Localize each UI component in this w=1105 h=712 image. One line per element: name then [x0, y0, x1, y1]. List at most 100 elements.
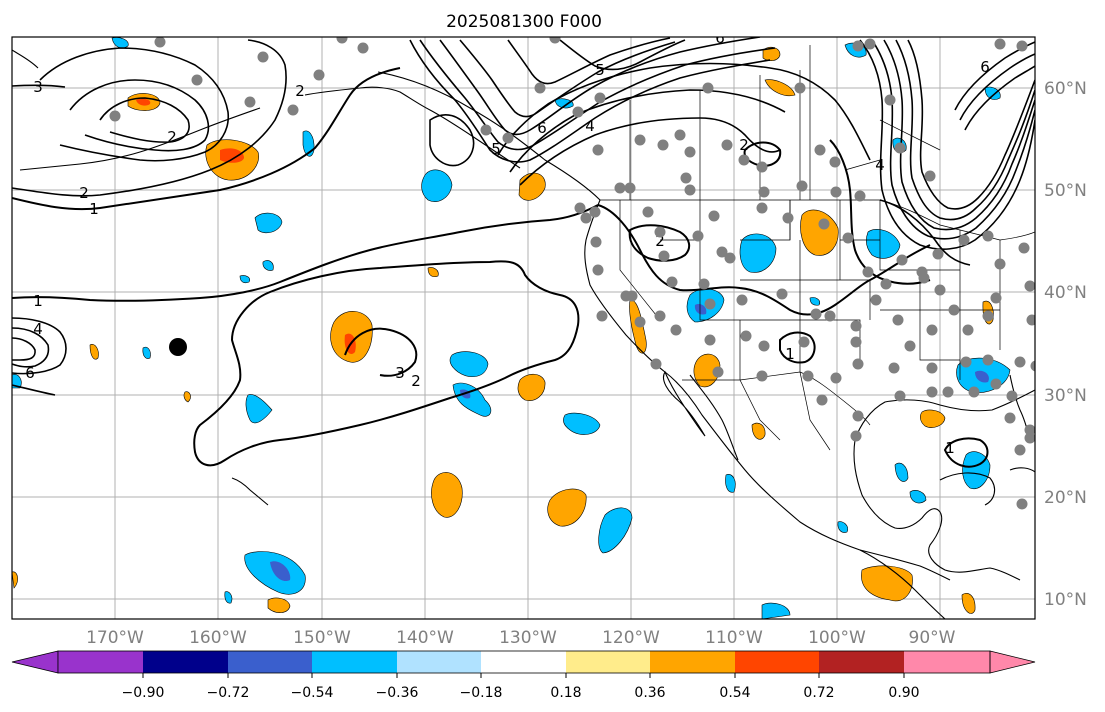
- station-dot: [357, 42, 369, 54]
- negative-anomaly-region: [909, 490, 927, 504]
- station-dot: [830, 372, 842, 384]
- negative-anomaly-region: [837, 521, 848, 533]
- station-dot: [534, 82, 546, 94]
- hawaii: [231, 477, 269, 506]
- contour-label: 4: [33, 320, 43, 338]
- contour-line: [429, 114, 475, 167]
- station-dot: [666, 276, 678, 288]
- station-dot: [1006, 390, 1018, 402]
- station-dot: [1030, 360, 1035, 372]
- station-dot: [924, 170, 936, 182]
- station-dot: [480, 124, 492, 136]
- station-dot: [958, 234, 970, 246]
- lon-label: 160°W: [189, 628, 247, 648]
- colorbar-tick-label: −0.36: [376, 685, 419, 701]
- station-dot: [549, 37, 561, 44]
- lat-label: 10°N: [1044, 590, 1087, 610]
- station-dot: [680, 172, 692, 184]
- station-dot: [624, 182, 636, 194]
- contour-label: 1: [945, 439, 955, 457]
- contour-label: 5: [491, 140, 501, 158]
- station-dot: [904, 340, 916, 352]
- negative-anomaly-region: [421, 169, 453, 202]
- contour-label: 1: [33, 292, 43, 310]
- station-dot: [894, 142, 906, 154]
- lon-label: 150°W: [293, 628, 351, 648]
- negative-anomaly-region: [142, 346, 151, 359]
- lon-label: 90°W: [909, 628, 956, 648]
- kamchatka-coast: [12, 49, 39, 69]
- contour-line: [39, 47, 230, 162]
- station-dot: [1024, 280, 1035, 292]
- contour-label: 5: [595, 61, 605, 79]
- station-dot: [968, 386, 980, 398]
- gulf-of-california: [689, 374, 739, 461]
- station-dot: [982, 354, 994, 366]
- station-dot: [926, 386, 938, 398]
- negative-anomaly-core: [975, 370, 989, 383]
- mexico-states: [739, 371, 831, 451]
- negative-anomaly-region: [563, 412, 601, 435]
- station-dot: [850, 430, 862, 442]
- contour-line: [69, 79, 210, 152]
- contour-line: [12, 67, 401, 211]
- contour-line: [964, 65, 1035, 131]
- station-dot: [704, 298, 716, 310]
- contour-line: [859, 39, 1035, 250]
- contour-line: [895, 39, 1035, 221]
- positive-anomaly-region: [762, 46, 781, 61]
- negative-anomaly-region: [894, 462, 909, 482]
- contour-lines: [12, 37, 1035, 468]
- station-dot: [896, 254, 908, 266]
- contour-line: [409, 39, 771, 163]
- station-dot: [634, 316, 646, 328]
- station-dot: [724, 252, 736, 264]
- contour-label: 4: [875, 156, 885, 174]
- station-dot: [336, 37, 348, 44]
- lon-label: 140°W: [396, 628, 454, 648]
- positive-anomaly-region: [267, 597, 291, 613]
- colorbar-tick-label: 0.54: [719, 685, 750, 701]
- negative-anomaly-region: [809, 297, 820, 306]
- map-title: 2025081300 F000: [446, 12, 602, 32]
- station-dot: [758, 186, 770, 198]
- contour-line: [559, 39, 686, 71]
- contour-label: 2: [655, 232, 665, 250]
- station-dot: [684, 184, 696, 196]
- positive-anomaly-core: [136, 98, 151, 106]
- station-dot: [580, 212, 592, 224]
- lat-label: 60°N: [1044, 79, 1087, 99]
- colorbar-tick-label: 0.90: [888, 685, 919, 701]
- station-dot: [589, 206, 601, 218]
- station-dot: [592, 264, 604, 276]
- station-dot: [892, 314, 904, 326]
- station-dot: [313, 69, 325, 81]
- station-dot: [502, 132, 514, 144]
- station-dot: [592, 144, 604, 156]
- colorbar-segment: [904, 651, 990, 673]
- station-dot: [736, 294, 748, 306]
- contour-label: 3: [33, 78, 43, 96]
- colorbar-segment: [312, 651, 397, 673]
- contour-label: 2: [739, 136, 749, 154]
- colorbar-segment: [58, 651, 143, 673]
- colorbar: [11, 650, 1036, 678]
- contour-line: [628, 224, 691, 262]
- lat-label: 40°N: [1044, 283, 1087, 303]
- negative-anomaly-region: [449, 351, 489, 377]
- station-dot: [852, 358, 864, 370]
- station-dot: [708, 210, 720, 222]
- negative-anomaly-region: [245, 394, 273, 424]
- station-dot: [916, 266, 928, 278]
- station-dot: [810, 308, 822, 320]
- positive-anomaly-region: [961, 592, 976, 614]
- contour-line: [12, 84, 66, 88]
- contour-line: [883, 39, 1035, 231]
- negative-anomaly-region: [239, 275, 251, 284]
- station-dot: [880, 278, 892, 290]
- station-dot: [1018, 242, 1030, 254]
- station-dot: [934, 284, 946, 296]
- station-dot: [864, 38, 876, 50]
- colorbar-segment: [143, 651, 228, 673]
- station-dot: [982, 310, 994, 322]
